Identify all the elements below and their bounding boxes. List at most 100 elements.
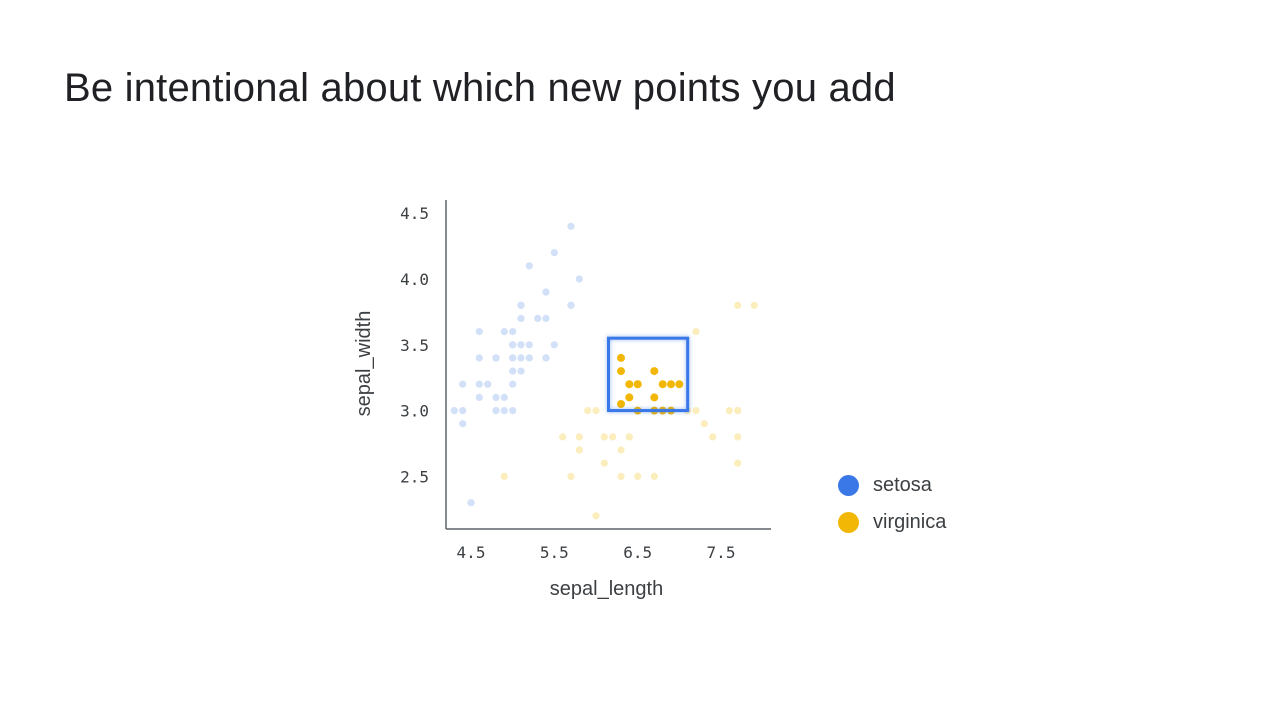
x-tick-label: 6.5 (623, 543, 652, 562)
highlighted-points-layer (617, 353, 684, 415)
data-point-setosa (517, 314, 525, 322)
data-point-setosa (542, 288, 550, 296)
data-point-setosa (475, 354, 483, 362)
data-point-setosa (475, 380, 483, 388)
data-point-setosa (492, 354, 500, 362)
data-point-virginica (559, 433, 567, 441)
data-point-virginica (617, 353, 625, 362)
data-point-setosa (542, 314, 550, 322)
x-tick-label: 7.5 (707, 543, 736, 562)
slide-title: Be intentional about which new points yo… (64, 66, 896, 110)
y-tick-label: 4.5 (400, 204, 429, 223)
y-tick-label: 4.0 (400, 270, 429, 289)
selection-box (607, 336, 690, 413)
legend-item-virginica[interactable]: virginica (838, 511, 946, 533)
data-point-setosa (459, 420, 467, 428)
data-point-virginica (584, 407, 592, 415)
data-point-virginica (709, 433, 717, 441)
data-point-setosa (525, 354, 533, 362)
x-tick-label: 5.5 (540, 543, 569, 562)
data-point-setosa (467, 499, 475, 507)
data-point-setosa (475, 393, 483, 401)
data-point-setosa (517, 301, 525, 309)
data-point-virginica (734, 407, 742, 415)
data-point-setosa (550, 341, 558, 349)
y-tick-label: 2.5 (400, 467, 429, 486)
data-point-virginica (617, 367, 625, 376)
y-tick-label: 3.5 (400, 336, 429, 355)
data-point-setosa (525, 341, 533, 349)
data-point-virginica (609, 433, 617, 441)
data-point-virginica (617, 400, 625, 408)
data-point-setosa (525, 262, 533, 270)
data-point-setosa (509, 354, 517, 362)
data-point-setosa (542, 354, 550, 362)
data-point-virginica (617, 472, 625, 480)
y-tick-label: 3.0 (400, 402, 429, 421)
data-point-setosa (509, 367, 517, 375)
legend-label-virginica: virginica (873, 510, 947, 533)
data-point-virginica (633, 380, 642, 389)
data-point-virginica (575, 446, 583, 454)
data-point-virginica (734, 433, 742, 441)
data-point-setosa (492, 407, 500, 415)
data-point-virginica (625, 380, 634, 389)
data-point-virginica (675, 380, 684, 389)
data-point-setosa (517, 341, 525, 349)
data-point-setosa (450, 407, 458, 415)
data-point-setosa (500, 328, 508, 336)
data-point-virginica (592, 512, 600, 520)
data-point-setosa (509, 407, 517, 415)
data-point-setosa (509, 328, 517, 336)
data-point-setosa (534, 314, 542, 322)
data-point-virginica (734, 301, 742, 309)
legend-swatch-virginica (838, 511, 859, 533)
data-point-virginica (500, 472, 508, 480)
data-point-setosa (550, 249, 558, 257)
chart-legend: setosa virginica (838, 474, 946, 548)
x-axis-ticks: 4.5 5.5 6.5 7.5 (457, 543, 736, 562)
data-point-virginica (625, 433, 633, 441)
data-point-setosa (475, 328, 483, 336)
data-point-setosa (500, 407, 508, 415)
data-point-virginica (567, 472, 575, 480)
y-axis-title: sepal_width (353, 311, 375, 417)
data-point-virginica (692, 407, 700, 415)
legend-label-setosa: setosa (873, 473, 932, 496)
data-point-setosa (492, 393, 500, 401)
data-point-setosa (567, 301, 575, 309)
legend-swatch-setosa (838, 474, 859, 496)
data-point-virginica (592, 407, 600, 415)
data-point-setosa (517, 354, 525, 362)
data-point-setosa (567, 222, 575, 230)
data-point-setosa (500, 393, 508, 401)
data-point-virginica (617, 446, 625, 454)
x-tick-label: 4.5 (457, 543, 486, 562)
data-point-setosa (575, 275, 583, 283)
data-point-virginica (600, 459, 608, 467)
data-point-setosa (509, 341, 517, 349)
x-axis-title: sepal_length (550, 578, 663, 600)
data-point-setosa (517, 367, 525, 375)
data-point-setosa (509, 380, 517, 388)
data-point-virginica (650, 393, 659, 402)
data-point-virginica (650, 472, 658, 480)
legend-item-setosa[interactable]: setosa (838, 474, 946, 496)
data-point-virginica (750, 301, 758, 309)
data-point-virginica (625, 393, 634, 402)
data-point-virginica (692, 328, 700, 336)
data-point-setosa (459, 407, 467, 415)
data-point-virginica (667, 380, 675, 389)
data-point-virginica (734, 459, 742, 467)
data-point-virginica (700, 420, 708, 428)
data-point-virginica (600, 433, 608, 441)
data-point-virginica (650, 367, 659, 376)
data-point-virginica (575, 433, 583, 441)
faded-points-layer (450, 222, 758, 520)
data-point-setosa (459, 380, 467, 388)
data-point-virginica (725, 407, 733, 415)
y-axis-ticks: 2.5 3.0 3.5 4.0 4.5 (400, 204, 429, 486)
data-point-virginica (658, 380, 667, 389)
data-point-virginica (634, 472, 642, 480)
